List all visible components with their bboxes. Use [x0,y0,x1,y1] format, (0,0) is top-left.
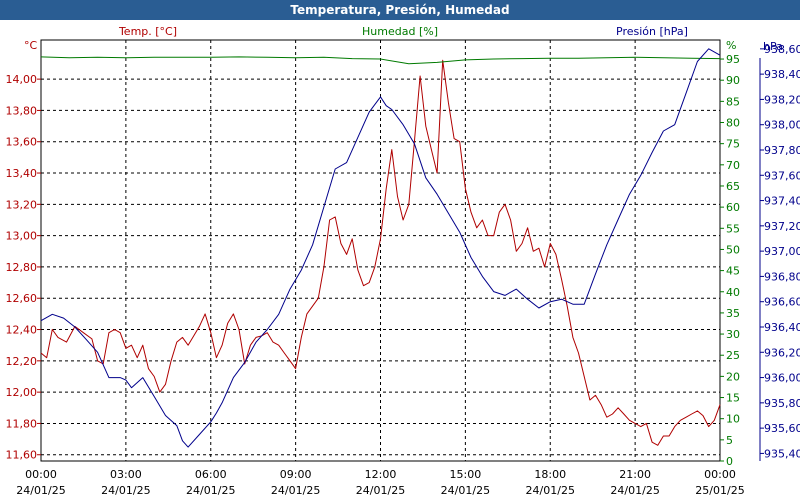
temp-axis-tick-label: 13,80 [6,104,38,117]
x-tick-date-label: 24/01/25 [186,484,235,497]
x-tick-time-label: 00:00 [704,468,736,481]
pressure-axis-label: Presión [hPa] [616,25,688,38]
pressure-axis-tick-label: 936,00 [764,372,800,385]
humidity-axis-tick-label: 95 [726,53,740,66]
humidity-axis-tick-label: 30 [726,328,740,341]
humidity-axis-tick-label: 60 [726,201,740,214]
pressure-axis-tick-label: 936,60 [764,296,800,309]
pressure-axis-unit: hPa [763,40,783,53]
pressure-axis-tick-label: 935,40 [764,447,800,460]
temp-axis-tick-label: 12,00 [6,386,38,399]
x-tick-time-label: 06:00 [195,468,227,481]
temp-axis-tick-label: 11,60 [6,449,38,462]
pressure-axis-tick-label: 938,00 [764,119,800,132]
pressure-axis-tick-label: 937,60 [764,169,800,182]
x-tick-time-label: 03:00 [110,468,142,481]
humidity-axis-tick-label: 0 [726,455,733,468]
series-line-pressure [40,48,721,448]
x-tick-time-label: 15:00 [450,468,482,481]
humidity-axis-tick-label: 65 [726,180,740,193]
pressure-axis-tick-label: 938,20 [764,93,800,106]
x-tick-time-label: 09:00 [280,468,312,481]
x-tick-date-label: 24/01/25 [271,484,320,497]
pressure-axis-tick-label: 935,80 [764,397,800,410]
pressure-axis-tick-label: 936,20 [764,346,800,359]
x-tick-time-label: 18:00 [534,468,566,481]
humidity-axis-tick-label: 55 [726,222,740,235]
series-line-temperature [40,59,721,446]
pressure-axis-tick-label: 935,60 [764,422,800,435]
x-tick-time-label: 00:00 [25,468,57,481]
humidity-axis-tick-label: 80 [726,117,740,130]
humidity-axis-tick-label: 40 [726,286,740,299]
pressure-axis-tick-label: 936,80 [764,270,800,283]
temp-axis-tick-label: 13,20 [6,198,38,211]
humidity-axis-tick-label: 20 [726,370,740,383]
humidity-axis-tick-label: 75 [726,138,740,151]
pressure-axis-tick-label: 937,20 [764,220,800,233]
x-tick-date-label: 24/01/25 [101,484,150,497]
grid-lines [41,40,720,461]
temp-axis-tick-label: 13,60 [6,136,38,149]
x-tick-date-label: 24/01/25 [356,484,405,497]
x-tick-time-label: 12:00 [365,468,397,481]
x-tick-date-label: 24/01/25 [441,484,490,497]
x-tick-time-label: 21:00 [619,468,651,481]
x-tick-date-label: 24/01/25 [610,484,659,497]
pressure-axis-tick-label: 937,00 [764,245,800,258]
temp-axis-label: Temp. [°C] [118,25,177,38]
pressure-axis-tick-label: 937,80 [764,144,800,157]
temp-axis-tick-label: 12,80 [6,261,38,274]
series-group [40,48,721,448]
series-line-humidity [40,56,721,65]
axes-group: 00:00 24/01/25 03:00 24/01/25 06:00 24/01/25 0… [6,25,800,497]
temp-axis-tick-label: 11,80 [6,417,38,430]
temp-axis-unit: °C [24,39,38,52]
temp-axis-tick-label: 13,40 [6,167,38,180]
temp-axis-tick-label: 12,60 [6,292,38,305]
chart-title: Temperatura, Presión, Humedad [0,0,800,20]
temp-axis-tick-label: 14,00 [6,73,38,86]
pressure-axis-tick-label: 938,40 [764,68,800,81]
humidity-axis-tick-label: 70 [726,159,740,172]
temp-axis-tick-label: 12,40 [6,324,38,337]
chart-canvas: 00:00 24/01/25 03:00 24/01/25 06:00 24/01/25 0… [6,25,800,497]
humidity-axis-unit: % [726,39,736,52]
humidity-axis-tick-label: 85 [726,95,740,108]
plot-frame [40,39,721,462]
x-tick-date-label: 25/01/25 [695,484,744,497]
pressure-axis-tick-label: 938,60 [764,43,800,56]
humidity-axis-tick-label: 90 [726,74,740,87]
humidity-axis-tick-label: 45 [726,265,740,278]
pressure-axis-tick-label: 937,40 [764,195,800,208]
x-tick-date-label: 24/01/25 [16,484,65,497]
humidity-axis-label: Humedad [%] [362,25,438,38]
humidity-axis-tick-label: 15 [726,392,740,405]
humidity-axis-tick-label: 35 [726,307,740,320]
temp-axis-tick-label: 12,20 [6,355,38,368]
x-tick-date-label: 24/01/25 [526,484,575,497]
temp-axis-tick-label: 13,00 [6,230,38,243]
pressure-axis-tick-label: 936,40 [764,321,800,334]
humidity-axis-tick-label: 25 [726,349,740,362]
humidity-axis-tick-label: 50 [726,243,740,256]
humidity-axis-tick-label: 5 [726,434,733,447]
humidity-axis-tick-label: 10 [726,413,740,426]
